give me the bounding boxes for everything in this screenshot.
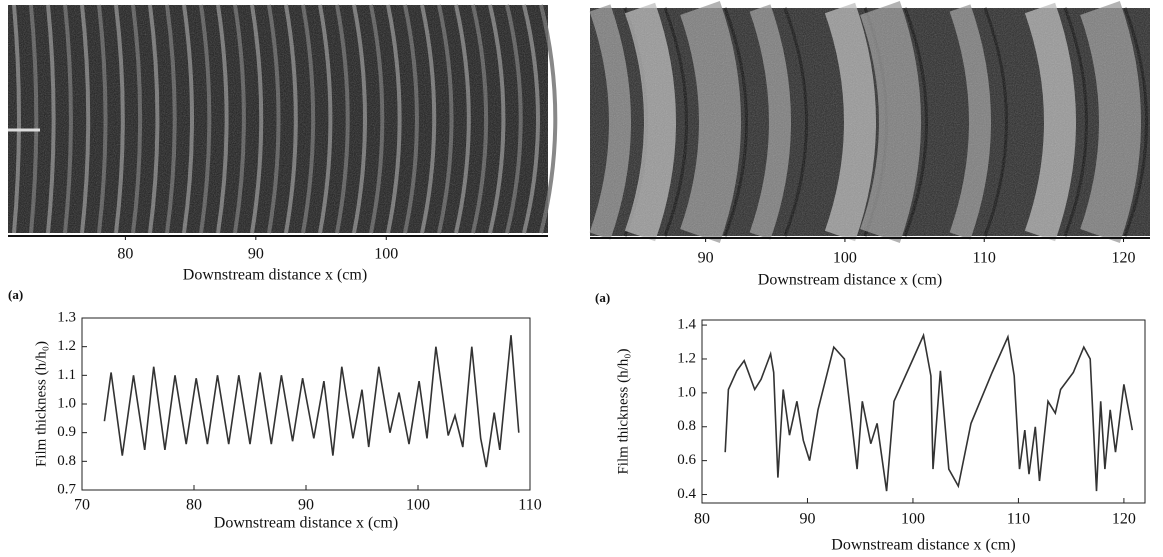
y-tick-label: 0.9 xyxy=(57,424,76,440)
x-tick-label: 80 xyxy=(117,246,133,263)
y-tick-label: 1.3 xyxy=(57,309,76,325)
x-tick-label: 80 xyxy=(694,511,710,528)
y-tick-label: 0.6 xyxy=(677,452,696,468)
plot-frame xyxy=(701,319,1146,504)
y-tick-label: 1.4 xyxy=(677,317,696,333)
grain xyxy=(8,5,548,233)
x-axis-label: Downstream distance x (cm) xyxy=(758,272,942,289)
x-tick-label: 90 xyxy=(248,246,264,263)
x-tick-label: 100 xyxy=(901,511,925,528)
x-tick-label: 110 xyxy=(518,497,541,514)
panel-label: (a) xyxy=(595,290,610,305)
wave-photo xyxy=(8,4,558,234)
x-tick-label: 110 xyxy=(973,250,996,267)
y-tick-label: 1.0 xyxy=(677,384,696,400)
x-axis-label: Downstream distance x (cm) xyxy=(183,267,367,284)
y-tick-label: 1.0 xyxy=(57,395,76,411)
x-tick-label: 90 xyxy=(698,250,714,267)
panel-label: (a) xyxy=(8,287,23,302)
y-axis-label: Film thickness (h/h₀) xyxy=(615,348,631,474)
data-line xyxy=(724,332,1134,492)
y-tick-label: 0.8 xyxy=(677,418,696,434)
x-tick-label: 80 xyxy=(186,497,202,514)
x-tick-label: 100 xyxy=(833,250,857,267)
x-axis-label: Downstream distance x (cm) xyxy=(214,515,398,532)
y-tick-label: 1.2 xyxy=(57,338,76,354)
grain xyxy=(590,8,1150,236)
y-tick-label: 0.7 xyxy=(57,481,76,497)
y-tick-label: 0.4 xyxy=(677,486,696,502)
x-tick-label: 120 xyxy=(1112,511,1136,528)
x-tick-label: 120 xyxy=(1112,250,1136,267)
x-tick-label: 90 xyxy=(298,497,314,514)
x-tick-label: 100 xyxy=(374,246,398,263)
x-tick-label: 100 xyxy=(406,497,430,514)
x-tick-label: 70 xyxy=(74,497,90,514)
y-tick-label: 1.1 xyxy=(57,367,76,383)
y-tick-label: 0.8 xyxy=(57,453,76,469)
y-axis-label: Film thickness (h/h₀) xyxy=(33,341,49,467)
wave-photo xyxy=(589,1,1150,243)
x-tick-label: 90 xyxy=(799,511,815,528)
x-tick-label: 110 xyxy=(1007,511,1030,528)
data-line xyxy=(103,335,520,468)
y-tick-label: 1.2 xyxy=(677,350,696,366)
x-axis-label: Downstream distance x (cm) xyxy=(831,537,1015,554)
